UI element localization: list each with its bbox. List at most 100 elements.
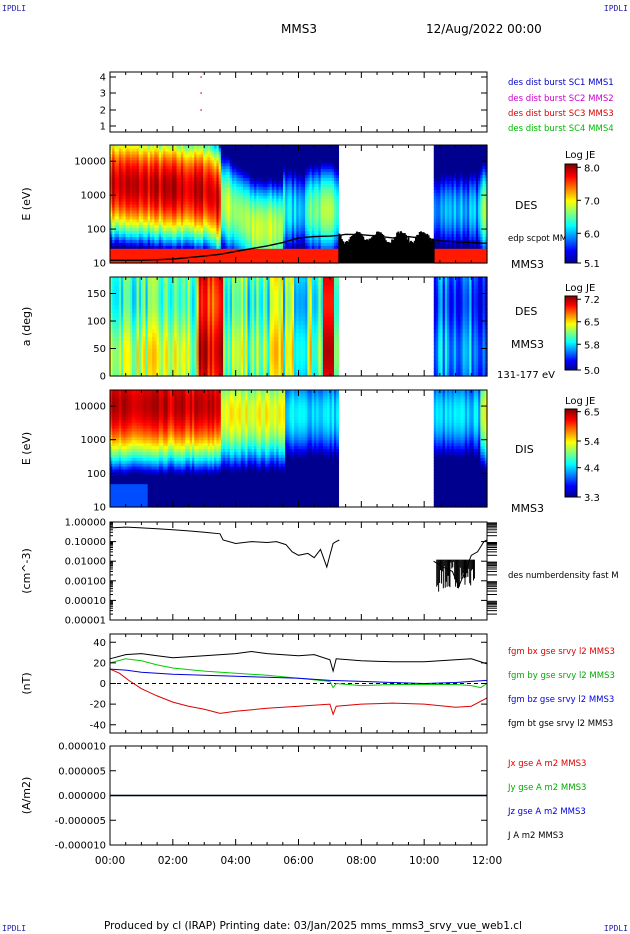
- heat-cell: [149, 224, 153, 229]
- heat-cell: [320, 254, 324, 258]
- heat-cell: [314, 260, 317, 264]
- heat-cell: [156, 236, 160, 240]
- heat-cell: [435, 257, 439, 261]
- heat-cell: [458, 159, 461, 164]
- heat-cell: [475, 230, 479, 235]
- heat-cell: [136, 224, 140, 229]
- heat-cell: [311, 189, 315, 193]
- corner-label-bottom-left: IPDLI: [2, 924, 27, 933]
- heat-cell: [121, 242, 124, 246]
- heat-cell: [331, 254, 335, 258]
- heat-cell: [280, 159, 284, 164]
- heat-cell: [192, 201, 195, 205]
- heat-cell: [225, 150, 229, 155]
- heat-cell: [138, 218, 142, 223]
- heat-cell: [198, 145, 202, 149]
- heat-cell: [336, 239, 340, 243]
- heat-cell: [138, 168, 142, 173]
- heat-cell: [167, 204, 171, 208]
- heat-cell: [433, 204, 437, 208]
- heat-cell: [318, 186, 322, 190]
- heat-cell: [134, 251, 138, 255]
- heat-cell: [234, 159, 238, 164]
- heat-cell: [274, 159, 277, 164]
- heat-cell: [141, 248, 144, 252]
- heat-cell: [178, 230, 182, 235]
- heat-cell: [125, 212, 129, 217]
- heat-cell: [138, 174, 142, 179]
- heat-cell: [112, 218, 116, 223]
- heat-cell: [225, 215, 229, 220]
- heat-cell: [200, 198, 204, 202]
- heat-cell: [180, 177, 184, 181]
- heat-cell: [192, 242, 195, 246]
- heat-cell: [462, 147, 466, 152]
- heat-cell: [449, 153, 453, 158]
- heat-cell: [442, 159, 446, 164]
- heat-cell: [314, 206, 317, 211]
- heat-cell: [433, 245, 437, 249]
- heat-cell: [336, 224, 340, 229]
- heat-cell: [216, 224, 220, 229]
- heat-cell: [121, 198, 124, 202]
- heat-cell: [223, 209, 226, 214]
- heat-cell: [435, 162, 439, 167]
- heat-cell: [302, 248, 306, 252]
- heat-cell: [285, 245, 289, 249]
- heat-cell: [267, 156, 271, 161]
- heat-cell: [240, 251, 244, 255]
- heat-cell: [189, 257, 193, 261]
- heat-cell: [453, 198, 457, 202]
- heat-cell: [449, 233, 453, 238]
- heat-cell: [192, 186, 195, 190]
- heat-cell: [464, 204, 468, 208]
- heat-cell: [444, 218, 448, 223]
- heat-cell: [207, 248, 211, 252]
- heat-cell: [325, 204, 328, 208]
- heat-cell: [236, 153, 240, 158]
- heat-cell: [189, 198, 193, 202]
- heat-cell: [243, 254, 246, 258]
- heat-cell: [243, 171, 246, 176]
- heat-cell: [209, 159, 213, 164]
- heat-cell: [331, 224, 335, 229]
- heat-cell: [223, 215, 226, 220]
- heat-cell: [147, 147, 151, 152]
- heat-cell: [152, 201, 155, 205]
- heat-cell: [167, 239, 171, 243]
- heat-cell: [152, 180, 155, 184]
- heat-cell: [473, 153, 477, 158]
- heat-cell: [194, 212, 198, 217]
- heat-cell: [433, 233, 437, 238]
- heat-cell: [169, 159, 173, 164]
- heat-cell: [118, 212, 122, 217]
- heat-cell: [263, 204, 266, 208]
- heat-cell: [163, 180, 167, 184]
- heat-cell: [247, 156, 251, 161]
- heat-cell: [263, 201, 266, 205]
- heat-cell: [271, 162, 275, 167]
- heat-cell: [214, 145, 218, 149]
- heat-cell: [302, 177, 306, 181]
- heat-cell: [167, 150, 171, 155]
- heat-cell: [194, 186, 198, 190]
- heat-cell: [458, 215, 461, 220]
- heat-cell: [451, 212, 455, 217]
- heat-cell: [154, 227, 158, 232]
- heat-cell: [158, 159, 162, 164]
- heat-cell: [282, 165, 286, 170]
- heat-cell: [156, 165, 160, 170]
- heat-cell: [322, 227, 326, 232]
- heat-cell: [116, 177, 120, 181]
- heat-cell: [161, 145, 164, 149]
- heat-cell: [287, 254, 291, 258]
- heat-cell: [136, 242, 140, 246]
- heat-cell: [271, 224, 275, 229]
- heat-cell: [327, 209, 331, 214]
- heat-cell: [464, 239, 468, 243]
- heat-cell: [289, 218, 293, 223]
- heat-cell: [464, 168, 468, 173]
- heat-cell: [178, 186, 182, 190]
- heat-cell: [203, 221, 206, 226]
- heat-cell: [320, 192, 324, 196]
